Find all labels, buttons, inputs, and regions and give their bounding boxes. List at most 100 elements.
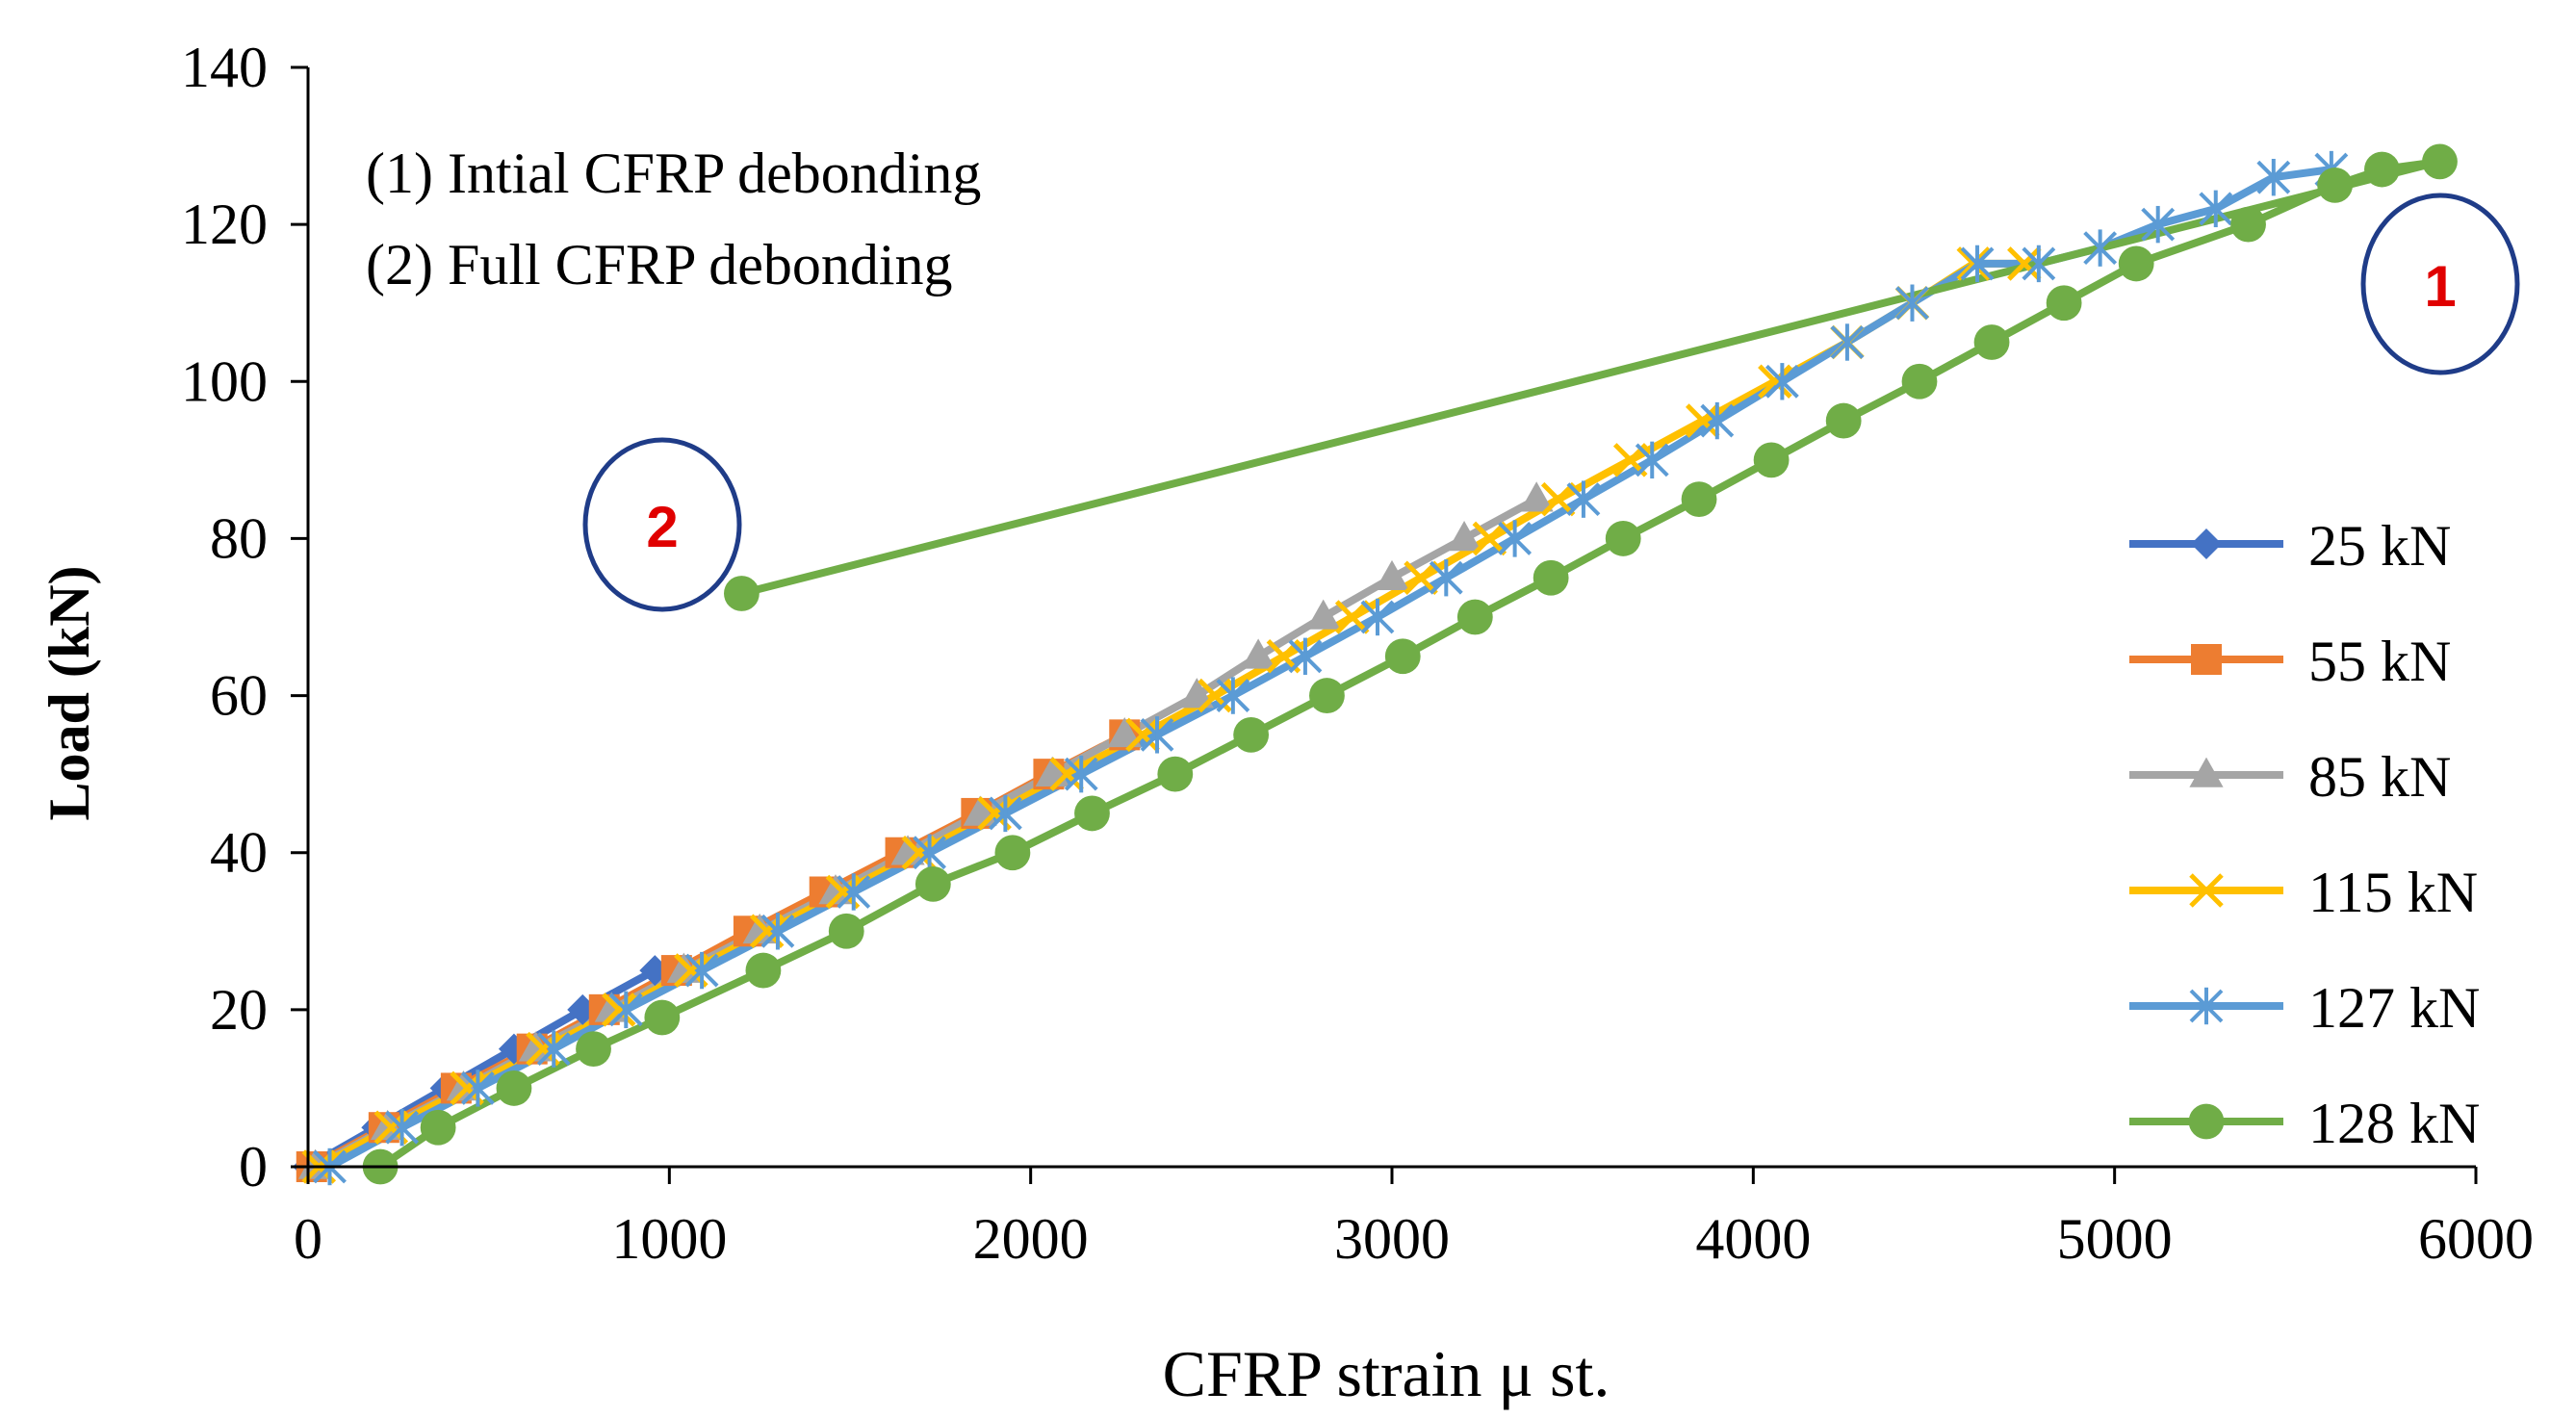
callout-2: 2 — [582, 437, 742, 612]
axes: 0 20 40 60 80 100 120 140 0 1000 2000 3000 4000 5000 6… — [181, 36, 2534, 1271]
data-point-115-kn — [1334, 600, 1370, 634]
data-point-115-kn — [1049, 757, 1084, 791]
legend-swatch-marker — [2189, 987, 2224, 1025]
data-point-85-kn — [666, 952, 701, 983]
data-point-127-kn — [2141, 205, 2176, 244]
data-point-115-kn-stroke — [1404, 560, 1438, 595]
data-point-128-kn — [1309, 678, 1345, 713]
legend-entry-115-kn: 115 kN — [2129, 861, 2478, 924]
callout-1-label: 1 — [2424, 254, 2456, 319]
legend-swatch-marker — [2188, 1103, 2225, 1140]
data-point-127-kn — [1960, 245, 1995, 283]
legend: 25 kN 55 kN 85 kN 115 kN 127 kN 128 kN — [2129, 514, 2480, 1155]
data-point-115-kn-stroke — [2007, 246, 2042, 281]
x-tick-label: 5000 — [2057, 1207, 2173, 1271]
y-tick-label: 140 — [181, 36, 268, 99]
data-point-115-kn-stroke — [1758, 364, 1792, 400]
data-point-127-kn — [1429, 559, 1463, 597]
data-point-128-kn — [1157, 756, 1194, 792]
data-point-128-kn — [2230, 206, 2266, 243]
x-tick-label: 0 — [294, 1207, 322, 1271]
y-tick-label: 60 — [210, 664, 268, 728]
legend-entry-85-kn: 85 kN — [2129, 745, 2451, 809]
data-point-115-kn-stroke — [1956, 246, 1992, 281]
data-point-128-kn — [1384, 638, 1421, 675]
data-point-128-kn — [745, 952, 782, 989]
data-point-128-kn — [1825, 402, 1862, 439]
legend-entry-25-kn: 25 kN — [2129, 514, 2451, 578]
series-line-85-kn — [311, 495, 1541, 1171]
x-axis-title: CFRP strain μ st. — [1163, 1337, 1610, 1410]
data-point-127-kn — [1830, 323, 1865, 361]
x-tick-label: 1000 — [611, 1207, 727, 1271]
legend-swatch-marker — [2189, 873, 2224, 908]
y-axis-title: Load (kN) — [38, 565, 101, 820]
data-point-128-kn — [914, 865, 951, 902]
y-tick-label: 0 — [239, 1135, 268, 1199]
data-point-128-kn — [1533, 559, 1569, 596]
x-tick-label: 2000 — [973, 1207, 1089, 1271]
data-point-128-kn — [2364, 151, 2400, 188]
callout-1-circle — [2360, 193, 2520, 375]
data-point-127-kn — [608, 991, 643, 1029]
y-tick-label: 20 — [210, 978, 268, 1042]
data-point-128-kn — [644, 999, 681, 1036]
y-tick-label: 100 — [181, 349, 268, 413]
plot-markers — [293, 143, 2458, 1186]
data-point-115-kn-stroke — [1125, 717, 1160, 753]
data-point-127-kn — [1765, 363, 1799, 400]
callout-2-circle — [582, 437, 742, 612]
data-point-127-kn — [460, 1070, 495, 1107]
x-tick-label: 4000 — [1695, 1207, 1811, 1271]
legend-label: 115 kN — [2308, 861, 2478, 924]
legend-entry-127-kn: 127 kN — [2129, 976, 2480, 1040]
callout-1: 1 — [2360, 193, 2520, 375]
data-point-85-kn — [518, 1031, 554, 1062]
data-point-85-kn — [1179, 678, 1214, 709]
data-point-115-kn — [1472, 521, 1507, 556]
data-point-127-kn — [1360, 598, 1395, 636]
data-point-85-kn — [1519, 481, 1554, 512]
data-point-127-kn — [1700, 401, 1735, 440]
data-point-127-kn — [1895, 284, 1929, 322]
data-point-127-kn — [1288, 637, 1323, 675]
data-point-85-kn — [1375, 559, 1409, 591]
data-point-115-kn — [1125, 717, 1160, 753]
y-tick-label: 80 — [210, 506, 268, 570]
legend-swatch-marker-stroke — [2189, 873, 2224, 908]
data-point-127-kn — [913, 834, 946, 871]
data-point-127-kn — [988, 794, 1022, 833]
data-point-127-kn — [1566, 480, 1601, 518]
data-point-115-kn — [1540, 481, 1576, 517]
y-tick-label: 40 — [210, 821, 268, 885]
x-tick-label: 6000 — [2418, 1207, 2534, 1271]
legend-label: 85 kN — [2308, 745, 2451, 809]
data-point-128-kn — [2118, 245, 2154, 282]
data-point-85-kn — [742, 913, 777, 944]
data-point-115-kn — [2007, 246, 2042, 281]
data-point-85-kn — [1241, 638, 1275, 669]
data-point-127-kn — [385, 1109, 420, 1147]
data-point-85-kn — [1306, 599, 1341, 630]
legend-entry-55-kn: 55 kN — [2129, 630, 2451, 693]
data-point-115-kn — [1758, 364, 1792, 400]
data-point-128-kn — [1681, 481, 1717, 518]
data-point-127-kn — [760, 913, 795, 950]
data-point-115-kn-stroke — [1686, 403, 1720, 438]
data-point-128-kn — [576, 1031, 611, 1068]
data-point-128-kn — [496, 1070, 532, 1106]
annotation-full-debonding: (2) Full CFRP debonding — [366, 233, 953, 296]
data-point-128-kn — [2317, 167, 2354, 203]
data-point-115-kn-stroke — [602, 993, 636, 1027]
data-point-115-kn — [1404, 560, 1438, 595]
data-point-115-kn-stroke — [1334, 600, 1370, 634]
data-point-127-kn — [1140, 716, 1174, 754]
data-point-127-kn — [684, 951, 719, 990]
legend-label: 55 kN — [2308, 630, 2451, 693]
data-point-115-kn-stroke — [1540, 481, 1576, 517]
data-point-128-kn — [828, 913, 864, 949]
data-point-128-kn — [1074, 795, 1110, 832]
data-point-127-kn — [2083, 229, 2118, 267]
data-point-85-kn — [1447, 521, 1481, 552]
